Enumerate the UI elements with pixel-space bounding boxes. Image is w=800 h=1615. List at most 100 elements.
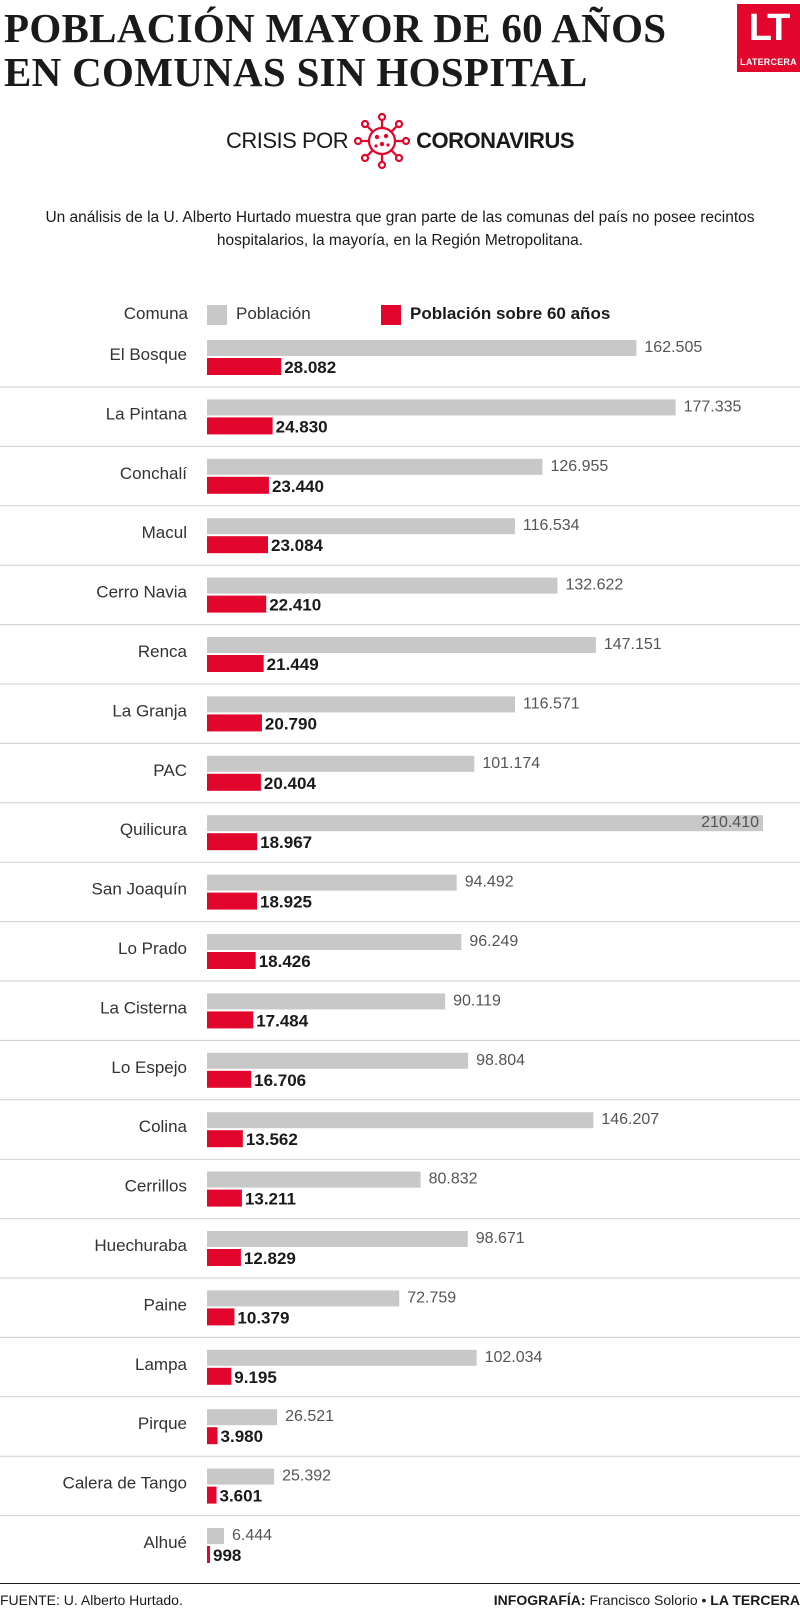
over60-bar bbox=[207, 1130, 243, 1148]
over60-bar bbox=[207, 714, 262, 732]
category-label: Renca bbox=[138, 642, 188, 661]
legend-population-label: Población bbox=[236, 304, 311, 323]
over60-bar bbox=[207, 1249, 241, 1266]
population-bar bbox=[207, 340, 637, 356]
source-note: FUENTE: U. Alberto Hurtado. bbox=[0, 1592, 183, 1608]
over60-value-label: 18.426 bbox=[259, 952, 311, 971]
logo-mark: LT bbox=[748, 7, 791, 49]
category-label: Alhué bbox=[144, 1533, 187, 1552]
population-value-label: 72.759 bbox=[407, 1289, 456, 1306]
over60-bar bbox=[207, 417, 273, 435]
page-title: POBLACIÓN MAYOR DE 60 AÑOS EN COMUNAS SI… bbox=[4, 6, 704, 94]
population-bar bbox=[207, 696, 516, 713]
over60-value-label: 9.195 bbox=[234, 1368, 277, 1387]
population-value-label: 80.832 bbox=[429, 1171, 478, 1188]
over60-value-label: 18.925 bbox=[260, 893, 312, 912]
population-value-label: 94.492 bbox=[465, 874, 514, 891]
over60-bar bbox=[207, 1486, 217, 1504]
legend-swatch-population bbox=[207, 305, 227, 325]
population-value-label: 98.671 bbox=[476, 1230, 525, 1247]
category-label: Lampa bbox=[135, 1355, 188, 1374]
population-bar bbox=[207, 1231, 468, 1247]
population-bar bbox=[207, 1171, 421, 1188]
category-label: San Joaquín bbox=[92, 880, 187, 899]
population-bar bbox=[207, 1112, 594, 1129]
population-bar bbox=[207, 518, 515, 535]
over60-value-label: 3.980 bbox=[221, 1427, 264, 1446]
over60-value-label: 23.440 bbox=[272, 477, 324, 496]
population-value-label: 26.521 bbox=[285, 1408, 334, 1425]
population-value-label: 162.505 bbox=[644, 339, 702, 356]
category-label: Cerrillos bbox=[125, 1177, 187, 1196]
category-label: Huechuraba bbox=[94, 1236, 187, 1255]
logo-name: LATERCERA bbox=[740, 57, 797, 67]
population-value-label: 177.335 bbox=[684, 398, 742, 415]
population-bar bbox=[207, 755, 475, 772]
over60-bar bbox=[207, 773, 261, 791]
population-value-label: 210.410 bbox=[701, 814, 759, 831]
category-label: La Granja bbox=[112, 701, 187, 720]
over60-value-label: 23.084 bbox=[271, 536, 324, 555]
population-bar bbox=[207, 1528, 225, 1544]
over60-bar bbox=[207, 1070, 252, 1088]
over60-bar bbox=[207, 476, 269, 494]
section-banner: CRISIS POR CORONAVIRUS bbox=[0, 112, 800, 170]
category-label: Lo Prado bbox=[118, 939, 187, 958]
over60-value-label: 13.562 bbox=[246, 1130, 298, 1149]
population-bar bbox=[207, 815, 763, 832]
over60-value-label: 22.410 bbox=[269, 596, 321, 615]
population-bar bbox=[207, 934, 462, 950]
category-label: Conchalí bbox=[120, 464, 187, 483]
credit-note: INFOGRAFÍA: Francisco Solorio • LA TERCE… bbox=[494, 1592, 800, 1608]
over60-value-label: 10.379 bbox=[237, 1308, 289, 1327]
over60-bar bbox=[207, 1546, 210, 1563]
coronavirus-icon bbox=[354, 112, 411, 170]
credit-name: Francisco Solorio • bbox=[589, 1592, 707, 1608]
over60-value-label: 3.601 bbox=[220, 1487, 263, 1506]
category-label: Pirque bbox=[138, 1414, 187, 1433]
category-label: La Pintana bbox=[106, 404, 188, 423]
population-bar bbox=[207, 1052, 469, 1069]
category-label: Quilicura bbox=[120, 820, 188, 839]
population-value-label: 6.444 bbox=[232, 1527, 272, 1544]
over60-value-label: 18.967 bbox=[260, 833, 312, 852]
population-bar bbox=[207, 993, 446, 1010]
over60-bar bbox=[207, 1367, 232, 1385]
population-value-label: 25.392 bbox=[282, 1468, 331, 1485]
over60-bar bbox=[207, 358, 282, 375]
population-bar bbox=[207, 637, 596, 653]
legend-over60-label: Población sobre 60 años bbox=[410, 304, 611, 323]
over60-bar bbox=[207, 1189, 242, 1207]
credit-brand: LA TERCERA bbox=[710, 1592, 800, 1608]
population-bar bbox=[207, 1349, 477, 1366]
category-label: El Bosque bbox=[110, 345, 188, 364]
population-value-label: 116.534 bbox=[523, 517, 580, 534]
population-value-label: 147.151 bbox=[604, 636, 662, 653]
title-line-2: EN COMUNAS SIN HOSPITAL bbox=[4, 49, 588, 95]
over60-value-label: 24.830 bbox=[276, 417, 328, 436]
over60-value-label: 21.449 bbox=[267, 655, 319, 674]
population-value-label: 132.622 bbox=[565, 577, 623, 594]
population-bar bbox=[207, 458, 543, 475]
footer-divider bbox=[0, 1583, 800, 1584]
category-label: Macul bbox=[142, 523, 187, 542]
legend-category-label: Comuna bbox=[123, 304, 188, 323]
la-tercera-logo: LT LATERCERA bbox=[737, 4, 800, 72]
over60-bar bbox=[207, 1011, 254, 1029]
population-bar bbox=[207, 1290, 400, 1307]
category-label: Paine bbox=[144, 1295, 187, 1314]
population-value-label: 102.034 bbox=[485, 1349, 543, 1366]
credit-label: INFOGRAFÍA: bbox=[493, 1592, 586, 1608]
population-bar bbox=[207, 577, 558, 594]
over60-bar bbox=[207, 1308, 235, 1326]
over60-value-label: 28.082 bbox=[284, 358, 336, 377]
chart-legend: Comuna Población Población sobre 60 años bbox=[0, 298, 800, 330]
population-value-label: 96.249 bbox=[469, 933, 518, 950]
population-value-label: 146.207 bbox=[601, 1111, 659, 1128]
population-bar bbox=[207, 1468, 275, 1485]
over60-value-label: 16.706 bbox=[254, 1071, 306, 1090]
over60-bar bbox=[207, 1427, 218, 1445]
over60-value-label: 20.404 bbox=[264, 774, 317, 793]
over60-value-label: 17.484 bbox=[256, 1011, 309, 1030]
